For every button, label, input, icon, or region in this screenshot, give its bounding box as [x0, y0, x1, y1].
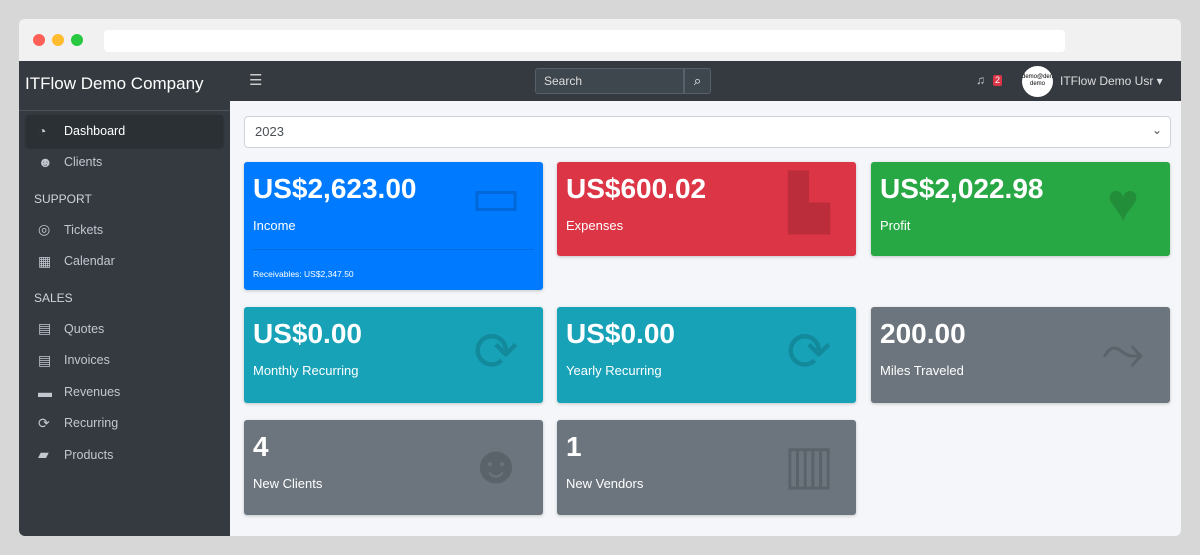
card-value: US$0.00	[566, 318, 675, 349]
building-icon: ▥	[783, 435, 835, 495]
search-icon: ⌕	[693, 73, 702, 88]
menu-toggle-icon[interactable]: ☰	[249, 72, 263, 89]
users-icon: ☻	[467, 435, 525, 495]
profit-card[interactable]: US$2,022.98 Profit ♥	[871, 162, 1170, 256]
card-value: US$2,022.98	[880, 173, 1044, 204]
label: Products	[64, 447, 114, 462]
card-label: Yearly Recurring	[566, 363, 662, 378]
minimize-dot[interactable]	[52, 34, 64, 46]
sidebar-item-recurring[interactable]: ⟳ Recurring	[26, 408, 223, 440]
invoice-icon: ▤	[38, 351, 52, 368]
calendar-icon: ▦	[38, 252, 52, 269]
label: Dashboard	[64, 123, 126, 138]
new-vendors-card[interactable]: 1 New Vendors ▥	[557, 420, 856, 515]
sidebar-item-revenues[interactable]: ▬ Revenues	[26, 376, 223, 408]
sync-icon: ⟳	[473, 322, 519, 382]
card-value: 200.00	[880, 318, 966, 349]
expenses-card[interactable]: US$600.02 Expenses ▙	[557, 162, 856, 256]
card-label: Expenses	[566, 218, 624, 233]
card-value: 4	[253, 431, 269, 462]
credit-card-icon: ▭	[470, 167, 522, 227]
new-clients-card[interactable]: 4 New Clients ☻	[244, 420, 543, 515]
receivables-text: Receivables: US$2,347.50	[253, 269, 354, 279]
card-label: Miles Traveled	[880, 363, 964, 378]
miles-traveled-card[interactable]: 200.00 Miles Traveled ⤳	[871, 307, 1170, 403]
card-label: Profit	[880, 218, 911, 233]
label: Recurring	[64, 416, 119, 431]
bell-icon[interactable]: ♫	[976, 73, 985, 87]
main-content: 2023 ⌄ US$2,623.00 Income ▭ Receivables: …	[230, 101, 1181, 536]
card-value: US$2,623.00	[253, 173, 417, 204]
label: Calendar	[64, 254, 115, 269]
yearly-recurring-card[interactable]: US$0.00 Yearly Recurring ⟳	[557, 307, 856, 403]
shopping-cart-icon: ▙	[788, 173, 830, 233]
address-bar[interactable]	[104, 30, 1065, 52]
card-value: 1	[566, 431, 582, 462]
label: Quotes	[64, 321, 105, 336]
year-value: 2023	[255, 124, 284, 139]
card-label: Income	[253, 218, 296, 233]
user-name: ITFlow Demo Usr	[1060, 74, 1154, 88]
brand[interactable]: ITFlow Demo Company	[19, 61, 230, 111]
sidebar-item-quotes[interactable]: ▤ Quotes	[26, 313, 223, 345]
sidebar-item-dashboard[interactable]: ◔ Dashboard	[26, 115, 223, 147]
card-label: Monthly Recurring	[253, 363, 359, 378]
support-header: SUPPORT	[34, 192, 92, 206]
life-ring-icon: ◎	[38, 221, 51, 238]
search-button[interactable]: ⌕	[684, 68, 711, 94]
label: Tickets	[64, 222, 104, 237]
sidebar-item-clients[interactable]: ☻ Clients	[26, 147, 223, 179]
top-navbar: ☰ Search ⌕ ♫ 2 demo@demo demo ITFlow Dem…	[230, 61, 1181, 101]
card-value: US$0.00	[253, 318, 362, 349]
label: Revenues	[64, 384, 121, 399]
route-icon: ⤳	[1101, 322, 1145, 382]
income-card[interactable]: US$2,623.00 Income ▭ Receivables: US$2,3…	[244, 162, 543, 290]
monthly-recurring-card[interactable]: US$0.00 Monthly Recurring ⟳	[244, 307, 543, 403]
label: Clients	[64, 155, 103, 170]
credit-card-icon: ▬	[38, 383, 52, 400]
notification-badge: 2	[993, 75, 1003, 86]
search-input[interactable]: Search	[535, 68, 684, 94]
maximize-dot[interactable]	[71, 34, 83, 46]
sidebar-item-invoices[interactable]: ▤ Invoices	[26, 345, 223, 377]
label: Invoices	[64, 353, 110, 368]
card-label: New Vendors	[566, 476, 644, 491]
gauge-icon: ◔	[38, 122, 47, 139]
user-menu[interactable]: ITFlow Demo Usr ▾	[1060, 74, 1163, 88]
year-select[interactable]: 2023 ⌄	[244, 116, 1171, 148]
avatar[interactable]: demo@demo demo	[1022, 66, 1053, 97]
sync-icon: ⟳	[786, 322, 832, 382]
sidebar-item-calendar[interactable]: ▦ Calendar	[26, 246, 223, 278]
browser-window: ITFlow Demo Company ◔ Dashboard ☻ Clients …	[19, 19, 1181, 536]
chevron-down-icon: ⌄	[1151, 123, 1162, 137]
card-label: New Clients	[253, 476, 323, 491]
card-value: US$600.02	[566, 173, 707, 204]
box-icon: ▰	[38, 446, 49, 463]
users-icon: ☻	[38, 154, 53, 171]
close-dot[interactable]	[33, 34, 45, 46]
sync-icon: ⟳	[38, 414, 50, 431]
sidebar: ITFlow Demo Company ◔ Dashboard ☻ Clients …	[19, 61, 230, 536]
quote-file-icon: ▤	[38, 320, 52, 337]
browser-chrome	[19, 19, 1181, 61]
sidebar-item-products[interactable]: ▰ Products	[26, 439, 223, 471]
sales-header: SALES	[34, 291, 73, 305]
heart-icon: ♥	[1106, 173, 1140, 233]
sidebar-item-tickets[interactable]: ◎ Tickets	[26, 214, 223, 246]
